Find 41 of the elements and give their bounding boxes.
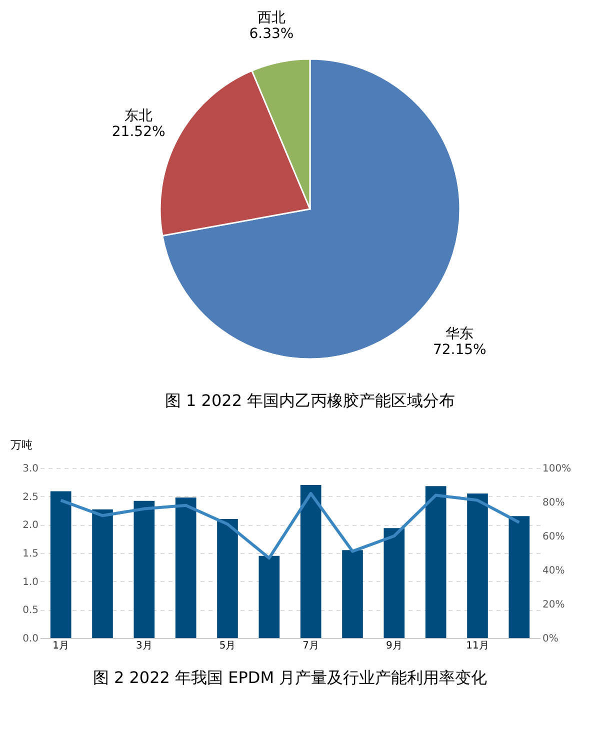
y-tick-label: 0.0 — [22, 634, 38, 644]
slice-label: 西北 — [257, 10, 286, 26]
bar — [300, 485, 322, 638]
y2-tick-label: 0% — [542, 634, 558, 644]
y-tick-label: 1.5 — [22, 548, 38, 560]
y2-tick-label: 40% — [542, 566, 565, 576]
slice-label: 华东 — [446, 326, 474, 342]
bar — [92, 509, 113, 638]
bar — [50, 491, 72, 638]
y-tick-label: 2.5 — [22, 492, 38, 503]
bar — [342, 550, 363, 638]
bar — [258, 556, 280, 638]
y-tick-label: 3.0 — [22, 464, 38, 474]
y2-tick-label: 60% — [542, 532, 565, 542]
bar — [508, 516, 530, 638]
slice-label: 东北 — [124, 108, 153, 124]
x-tick-label: 11月 — [466, 640, 489, 652]
x-tick-label: 5月 — [219, 640, 236, 652]
x-tick-label: 3月 — [136, 640, 152, 652]
text: 图 1 2022 年国内乙丙橡胶产能区域分布 — [164, 391, 456, 410]
bar — [425, 486, 446, 638]
y-axis-title: 万吨 — [10, 438, 32, 452]
x-tick-label: 7月 — [302, 640, 320, 652]
x-tick-label: 1月 — [52, 640, 70, 652]
data-label: 21.52% — [112, 124, 166, 140]
y2-tick-label: 100% — [542, 464, 572, 474]
bar — [384, 528, 405, 638]
bar — [134, 500, 155, 638]
data-label: 72.15% — [432, 342, 486, 358]
y2-tick-label: 80% — [542, 498, 565, 508]
data-label: 6.33% — [249, 26, 294, 42]
y2-tick-label: 20% — [542, 600, 565, 610]
bar — [467, 494, 488, 638]
y-tick-label: 1.0 — [22, 576, 38, 588]
line-series — [59, 492, 521, 560]
bar — [175, 497, 196, 638]
y-tick-label: 2.0 — [22, 520, 38, 532]
bar — [217, 519, 238, 638]
y-tick-label: 0.5 — [22, 605, 38, 616]
x-tick-label: 9月 — [386, 640, 402, 652]
text: 图 2 2022 年我国 EPDM 月产量及行业产能利用率变化 — [92, 668, 488, 687]
